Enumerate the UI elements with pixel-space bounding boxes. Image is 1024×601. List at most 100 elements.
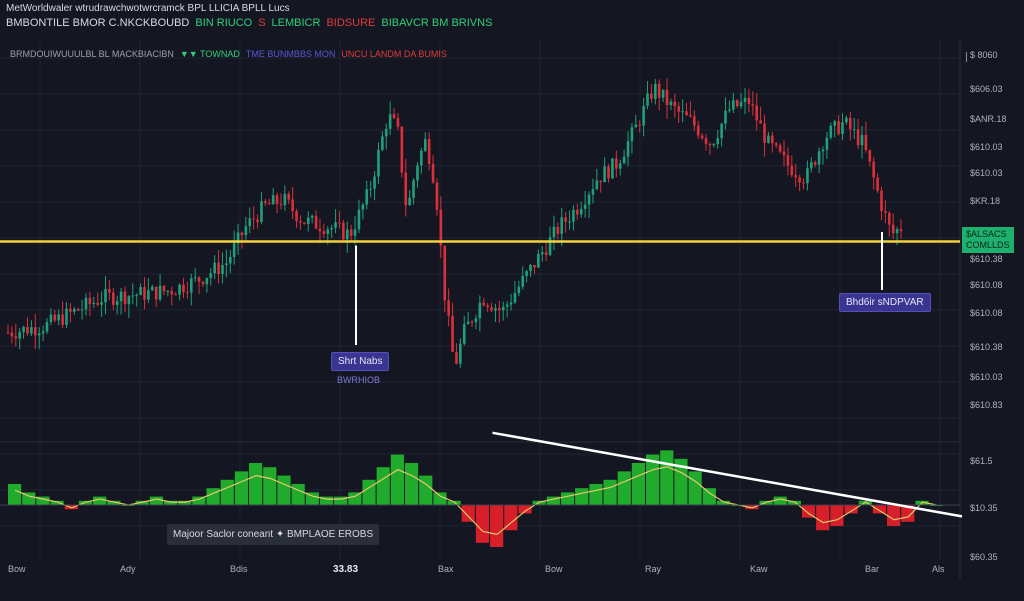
candle-body (817, 151, 821, 165)
candle-body (135, 294, 138, 296)
candle-body (490, 307, 493, 311)
histogram-bar (433, 492, 447, 505)
candle-body (287, 193, 291, 200)
candle-body (802, 182, 805, 184)
candle-body (544, 252, 548, 255)
candle-body (856, 129, 860, 146)
candle-body (182, 284, 185, 293)
signal-line (14, 466, 937, 536)
price-tag-line1: $ALSACS (966, 229, 1007, 239)
candle-body (49, 314, 53, 323)
candle-body (813, 162, 817, 165)
histogram-bar (504, 505, 518, 531)
candle-body (88, 297, 92, 305)
candle-body (240, 232, 244, 236)
candle-body (96, 302, 99, 305)
candle-body (732, 100, 735, 110)
menu-icon[interactable] (966, 52, 971, 62)
candle-body (451, 315, 454, 352)
candle-body (615, 158, 618, 169)
candle-body (283, 193, 287, 206)
candle-body (334, 222, 337, 228)
candle-body (735, 100, 739, 107)
x-tick-label: Bdis (230, 564, 248, 574)
histogram-bar (660, 450, 674, 505)
candle-body (689, 115, 692, 117)
price-tag: $ALSACS COMLLDS (962, 227, 1014, 253)
histogram-bar (646, 454, 660, 505)
candle-body (427, 139, 431, 164)
candle-body (650, 93, 653, 99)
left-callout: Shrt Nabs (331, 352, 390, 371)
histogram-bar (801, 505, 816, 518)
candle-body (139, 287, 142, 295)
histogram-bar (461, 505, 475, 522)
candle-body (256, 219, 259, 223)
candle-body (478, 302, 482, 319)
candle-body (353, 229, 357, 236)
candle-body (213, 262, 216, 274)
candle-body (513, 293, 517, 303)
histogram-bar (773, 496, 787, 505)
candle-body (147, 290, 150, 300)
candle-body (759, 120, 762, 124)
candle-body (447, 300, 450, 316)
candle-body (579, 208, 583, 215)
candle-body (790, 165, 794, 176)
candle-body (197, 277, 201, 282)
candle-body (841, 122, 844, 135)
candle-body (100, 302, 103, 305)
candle-body (677, 106, 681, 112)
candle-body (186, 292, 189, 294)
candle-body (431, 163, 435, 183)
candle-body (30, 327, 33, 334)
candle-body (279, 203, 283, 206)
histogram-bar (135, 500, 149, 505)
candle-body (630, 127, 634, 142)
candle-body (778, 145, 782, 152)
candle-body (271, 195, 275, 205)
candle-body (174, 294, 177, 296)
candle-body (131, 295, 135, 297)
candle-body (14, 336, 18, 339)
histogram-bar (334, 496, 348, 505)
candle-body (568, 221, 571, 223)
candle-body (275, 195, 279, 204)
candle-body (482, 302, 486, 306)
histogram-bar (22, 492, 36, 505)
candle-body (221, 264, 224, 275)
candle-body (517, 286, 521, 294)
histogram-bar (192, 496, 206, 505)
candle-body (260, 201, 263, 223)
candle-body (591, 189, 595, 195)
candle-body (470, 321, 474, 323)
candle-body (852, 129, 856, 131)
histogram-bar (8, 484, 22, 505)
candle-body (33, 327, 37, 336)
x-tick-label: Kaw (750, 564, 768, 574)
y-tick-label: $610.03 (970, 372, 1003, 382)
oscillator-label: Majoor Saclor coneant ✦ BMPLAOE EROBS (167, 524, 380, 545)
candle-body (330, 227, 333, 230)
candle-body (178, 284, 181, 295)
candle-body (564, 217, 567, 222)
candle-body (860, 134, 864, 146)
candle-body (423, 139, 427, 151)
candle-body (673, 101, 677, 107)
candle-body (291, 199, 294, 212)
candle-body (739, 102, 743, 107)
histogram-bar (589, 484, 603, 505)
candle-body (384, 128, 388, 137)
x-tick-label: Ray (645, 564, 662, 574)
candle-body (412, 180, 415, 198)
candle-body (143, 287, 146, 300)
histogram-bar (305, 492, 319, 505)
candle-body (618, 163, 622, 169)
oscillator-panel (0, 431, 963, 547)
candle-body (373, 176, 376, 189)
candle-body (891, 224, 895, 234)
candle-body (57, 314, 60, 321)
y-tick-label: $ 8060 (970, 50, 998, 60)
candle-body (267, 203, 271, 205)
indicator-segment-1: ▼▼ TOWNAD (179, 49, 240, 59)
